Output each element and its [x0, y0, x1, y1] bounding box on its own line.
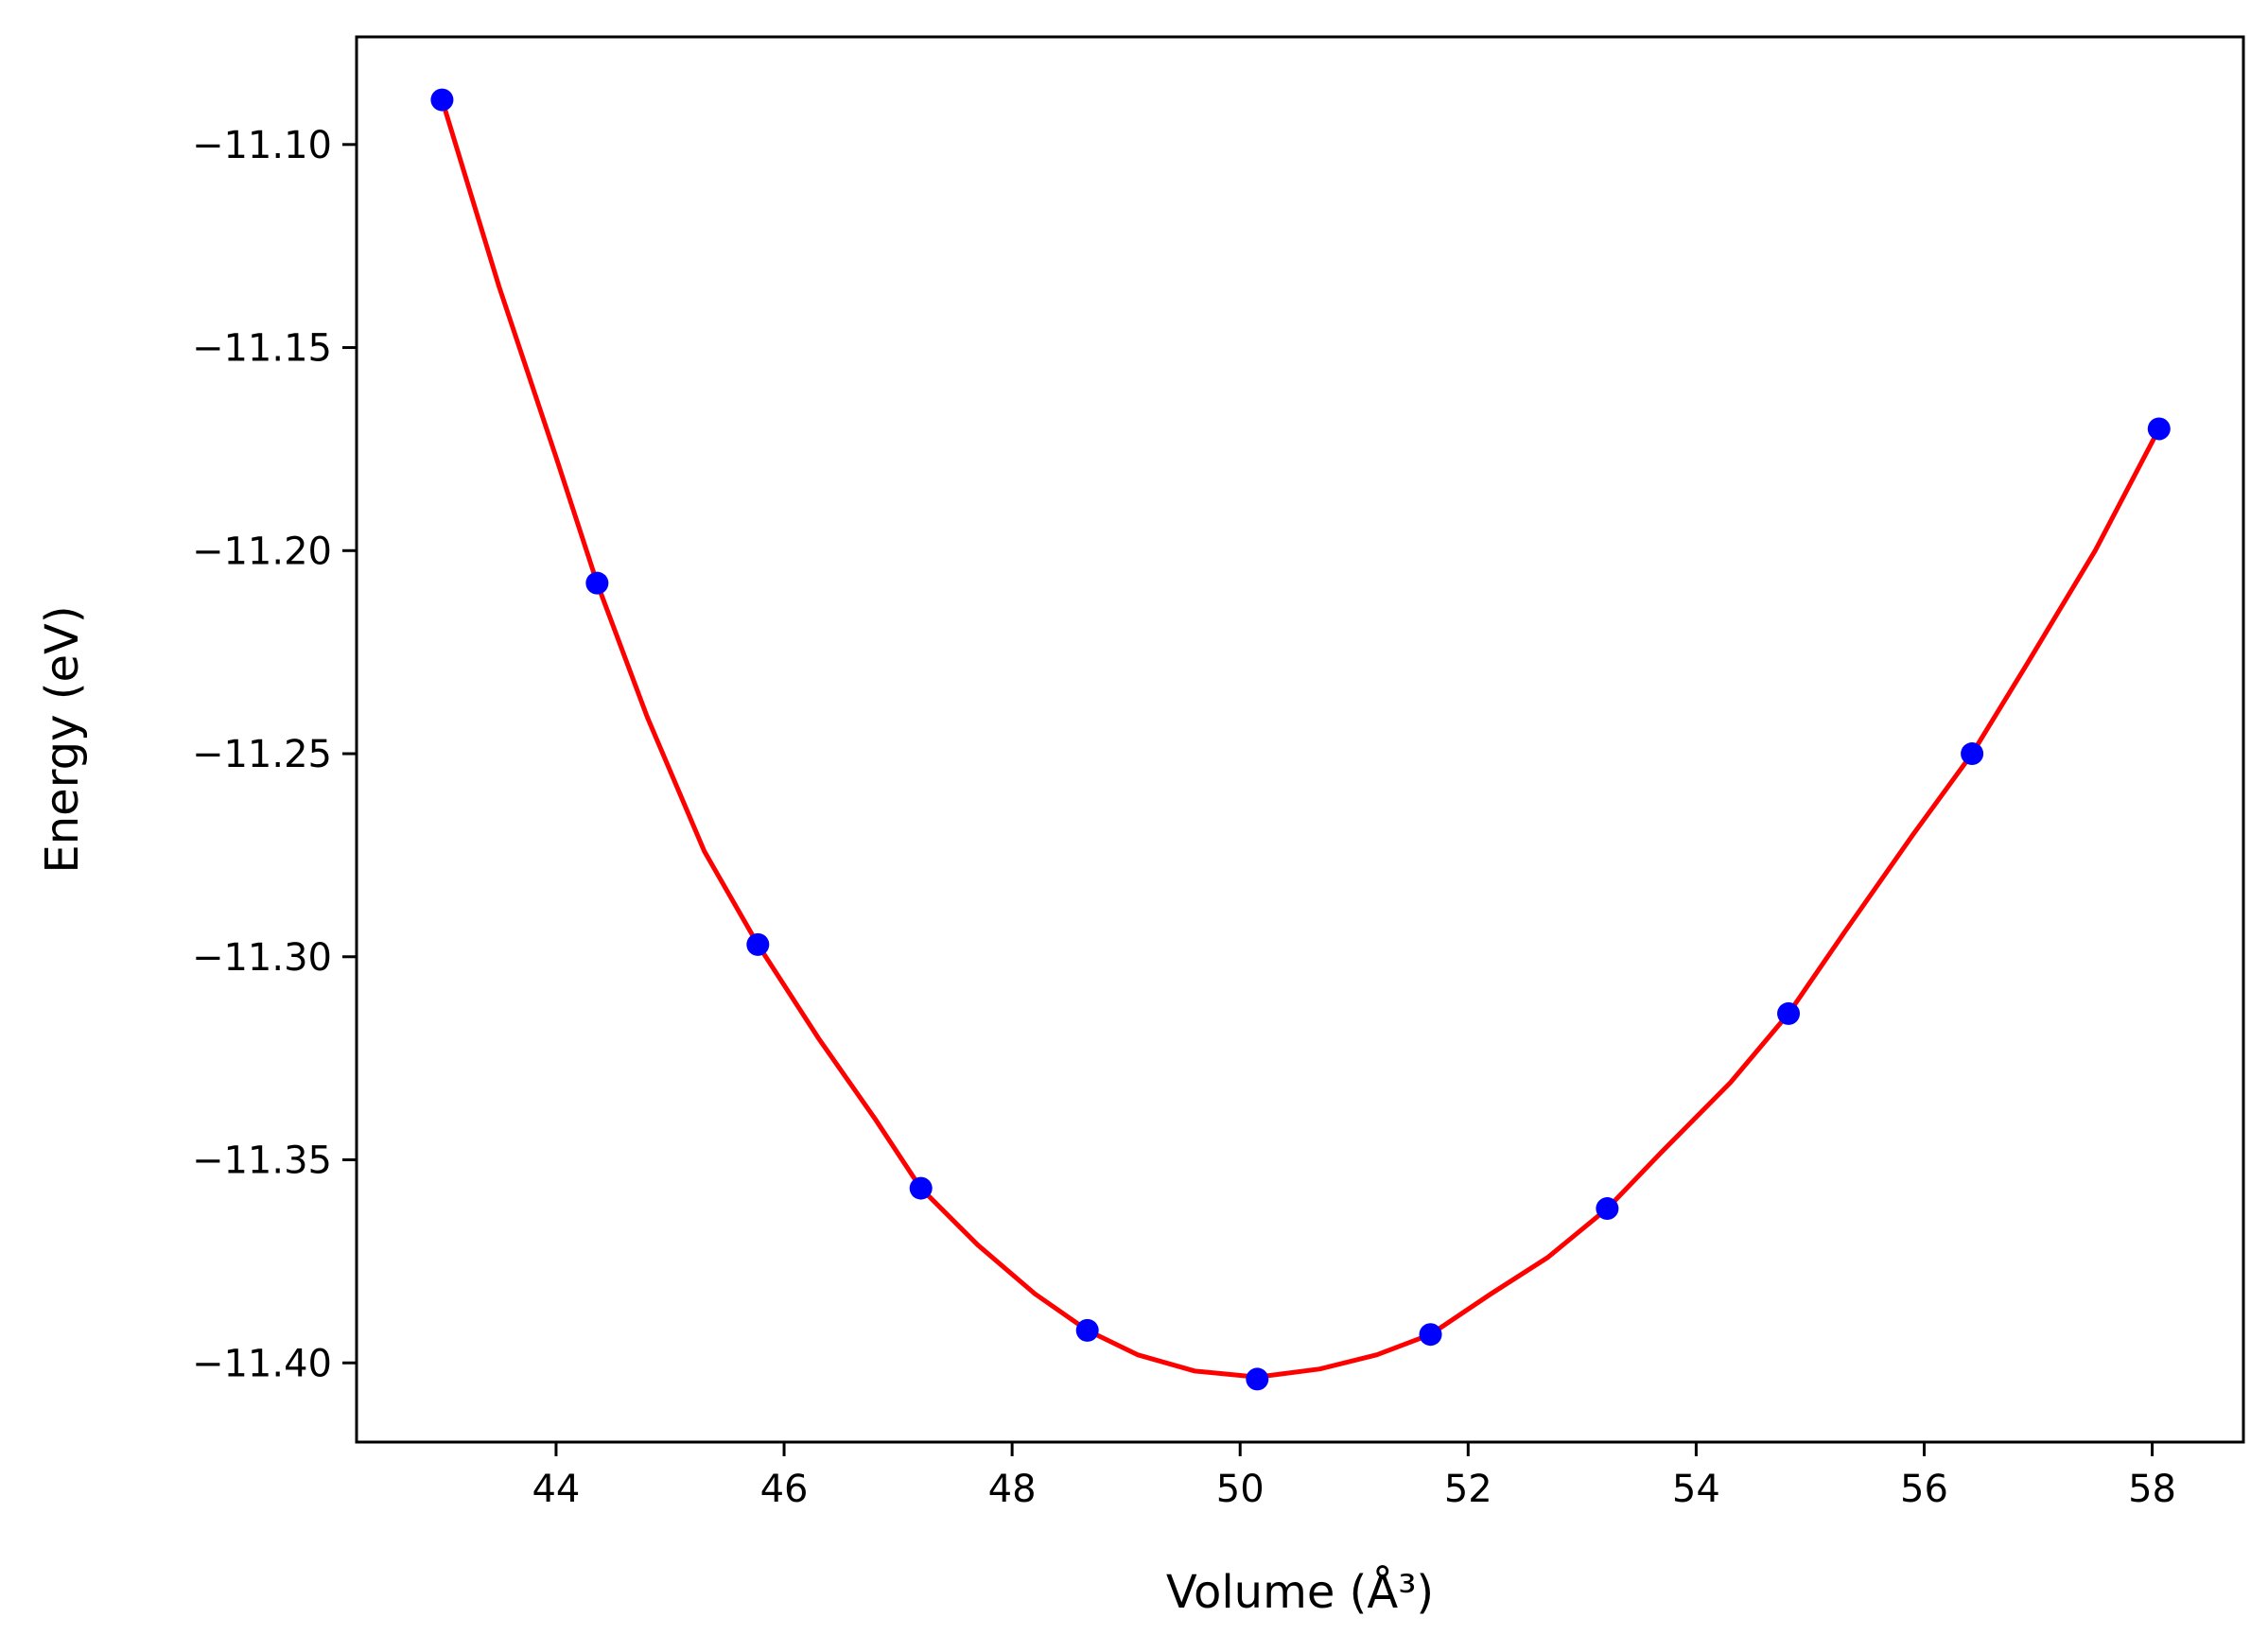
data-point: [1596, 1197, 1619, 1221]
y-tick-label: −11.10: [192, 124, 332, 167]
x-axis-title: Volume (Å³): [1166, 1565, 1434, 1619]
x-tick-label: 44: [532, 1468, 580, 1511]
data-point: [1419, 1323, 1442, 1347]
x-tick-label: 58: [2128, 1468, 2176, 1511]
y-tick-label: −11.15: [192, 327, 332, 371]
y-tick-label: −11.20: [192, 530, 332, 573]
x-tick-label: 50: [1216, 1468, 1265, 1511]
x-tick-label: 56: [1900, 1468, 1948, 1511]
y-tick-label: −11.25: [192, 733, 332, 776]
x-tick-label: 46: [760, 1468, 809, 1511]
x-axis-ticks: 44 46 48 50 52 54 56 58: [532, 1442, 2176, 1511]
y-axis-ticks: −11.10 −11.15 −11.20 −11.25 −11.30 −11.35 −11.…: [192, 124, 357, 1385]
data-point: [746, 932, 770, 956]
data-point: [1777, 1001, 1801, 1025]
y-tick-label: −11.40: [192, 1342, 332, 1385]
data-point: [585, 571, 609, 595]
y-tick-label: −11.30: [192, 936, 332, 980]
data-point: [1246, 1367, 1269, 1391]
series-layer: [430, 88, 2171, 1391]
x-tick-label: 54: [1672, 1468, 1720, 1511]
data-point: [1961, 742, 1984, 766]
x-tick-label: 52: [1444, 1468, 1492, 1511]
plot-frame: [355, 35, 2245, 1444]
plot-area: [357, 37, 2243, 1442]
data-point: [1075, 1318, 1099, 1342]
data-point: [909, 1176, 933, 1200]
x-tick-label: 48: [988, 1468, 1037, 1511]
data-point: [430, 88, 454, 112]
y-axis-title: Energy (eV): [36, 605, 89, 873]
y-tick-label: −11.35: [192, 1139, 332, 1183]
data-point: [2147, 417, 2171, 441]
